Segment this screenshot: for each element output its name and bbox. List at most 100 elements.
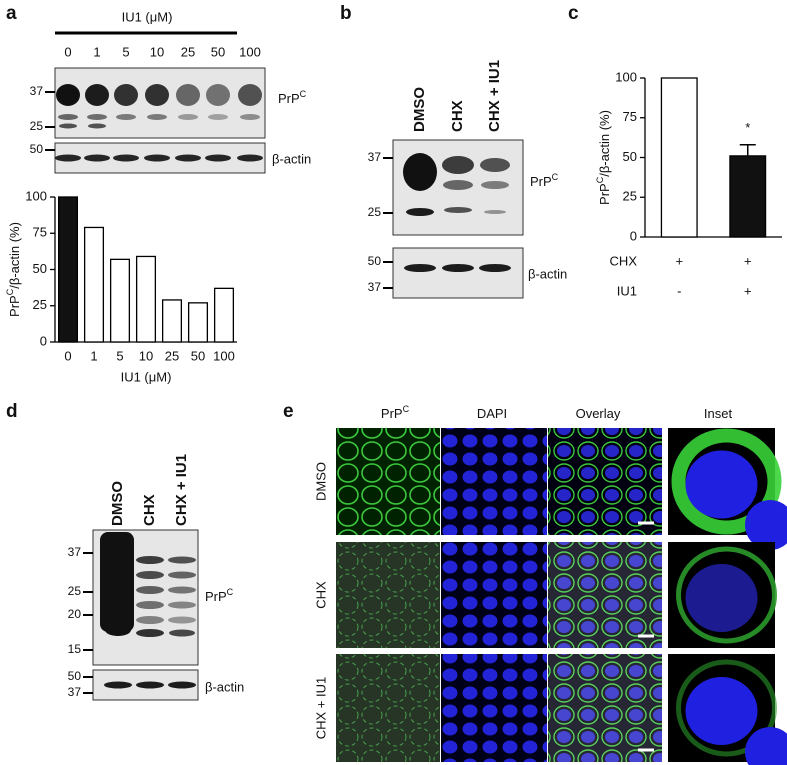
label-main: PrP xyxy=(278,91,300,106)
label-sup: C xyxy=(5,288,15,295)
blot-band xyxy=(136,586,164,594)
x-tick-label: 0 xyxy=(64,348,71,363)
inset-membrane xyxy=(671,428,782,535)
micrograph xyxy=(336,542,440,648)
x-tick-label: 1 xyxy=(90,348,97,363)
blot-band xyxy=(114,84,138,106)
blot-band xyxy=(56,84,80,106)
marker-label: 37 xyxy=(68,685,82,699)
row-label: DMSO xyxy=(313,462,328,501)
blot-band xyxy=(206,84,230,106)
blot-band xyxy=(176,84,200,106)
blot-band xyxy=(168,601,196,609)
blot-band xyxy=(113,154,139,162)
blot-band xyxy=(144,154,170,162)
target-label: PrPC xyxy=(530,172,559,189)
marker-label: 15 xyxy=(68,642,82,656)
x-tick-label: 10 xyxy=(139,348,153,363)
micrograph xyxy=(548,428,662,535)
blot-band xyxy=(481,181,509,189)
blot-band xyxy=(136,571,164,579)
target-label: PrPC xyxy=(278,89,307,106)
blot-band xyxy=(136,556,164,564)
target-label: PrPC xyxy=(205,587,234,604)
condition-mark: - xyxy=(677,283,681,298)
panel-label: c xyxy=(568,3,579,24)
lane-label: 10 xyxy=(150,44,164,59)
condition-name: IU1 xyxy=(617,283,637,298)
bar xyxy=(57,196,79,343)
y-tick-label: 0 xyxy=(40,333,47,348)
row-label: CHX xyxy=(313,581,328,609)
marker-label: 50 xyxy=(68,669,82,683)
micrograph xyxy=(441,654,547,762)
label-main: PrP xyxy=(205,589,227,604)
lane-label: CHX + IU1 xyxy=(486,60,503,132)
lane-label: 1 xyxy=(93,44,100,59)
bar xyxy=(213,287,235,343)
blot-band xyxy=(136,681,164,689)
blot-band xyxy=(205,154,231,162)
bar xyxy=(660,77,698,238)
blot-band xyxy=(442,156,474,174)
bar xyxy=(729,155,767,238)
blot-band xyxy=(136,616,164,624)
y-tick-label: 25 xyxy=(33,297,47,312)
label-sup: C xyxy=(227,587,234,597)
condition-mark: + xyxy=(744,253,752,268)
x-axis-label: IU1 (μM) xyxy=(121,369,172,384)
label-rest: /β-actin (%) xyxy=(7,222,22,289)
y-tick-label: 75 xyxy=(623,109,637,124)
label-main: PrP xyxy=(381,406,403,421)
y-tick-label: 100 xyxy=(25,188,47,203)
x-tick-label: 25 xyxy=(165,348,179,363)
marker-label: 37 xyxy=(368,280,382,294)
marker-label: 37 xyxy=(368,150,382,164)
column-header: PrPC xyxy=(381,404,410,421)
blot-band xyxy=(88,123,106,129)
inset-nucleus xyxy=(745,727,787,765)
blot-band xyxy=(85,84,109,106)
inset-nucleus xyxy=(685,564,758,632)
label-main: PrP xyxy=(597,183,612,205)
y-tick-label: 75 xyxy=(33,225,47,240)
blot xyxy=(392,247,524,299)
label-sup: C xyxy=(403,404,410,414)
condition-name: CHX xyxy=(610,253,638,268)
panel-label: a xyxy=(6,3,17,24)
label-sup: C xyxy=(300,89,307,99)
control-label: β-actin xyxy=(528,266,567,281)
micrograph xyxy=(441,542,547,648)
blot-band xyxy=(168,616,196,624)
y-tick-label: 50 xyxy=(623,149,637,164)
y-tick-label: 0 xyxy=(630,228,637,243)
y-axis-label: PrPC/β-actin (%) xyxy=(5,222,22,317)
micrograph xyxy=(336,428,440,535)
label-main: PrP xyxy=(7,295,22,317)
bar xyxy=(135,255,157,343)
lane-label: 25 xyxy=(181,44,195,59)
micrograph xyxy=(336,654,440,762)
marker-label: 25 xyxy=(368,205,382,219)
column-header: Inset xyxy=(704,406,733,421)
marker-label: 20 xyxy=(68,607,82,621)
row-label: CHX + IU1 xyxy=(313,677,328,740)
bar xyxy=(83,226,105,343)
error-bar xyxy=(739,144,756,156)
inset-nucleus xyxy=(745,500,787,550)
inset-nucleus xyxy=(685,450,758,519)
label-main: Inset xyxy=(704,406,733,421)
micrograph xyxy=(548,542,662,648)
label-sup: C xyxy=(552,172,559,182)
blot-band xyxy=(147,114,167,120)
blot-band xyxy=(169,629,195,637)
condition-mark: + xyxy=(675,253,683,268)
marker-label: 25 xyxy=(68,584,82,598)
blot-band xyxy=(168,556,196,564)
label-main: Overlay xyxy=(576,406,621,421)
inset-membrane xyxy=(676,546,777,644)
control-label: β-actin xyxy=(205,679,244,694)
blot-band xyxy=(136,629,164,637)
lane-label: CHX xyxy=(449,100,466,132)
blot-band xyxy=(238,84,262,106)
